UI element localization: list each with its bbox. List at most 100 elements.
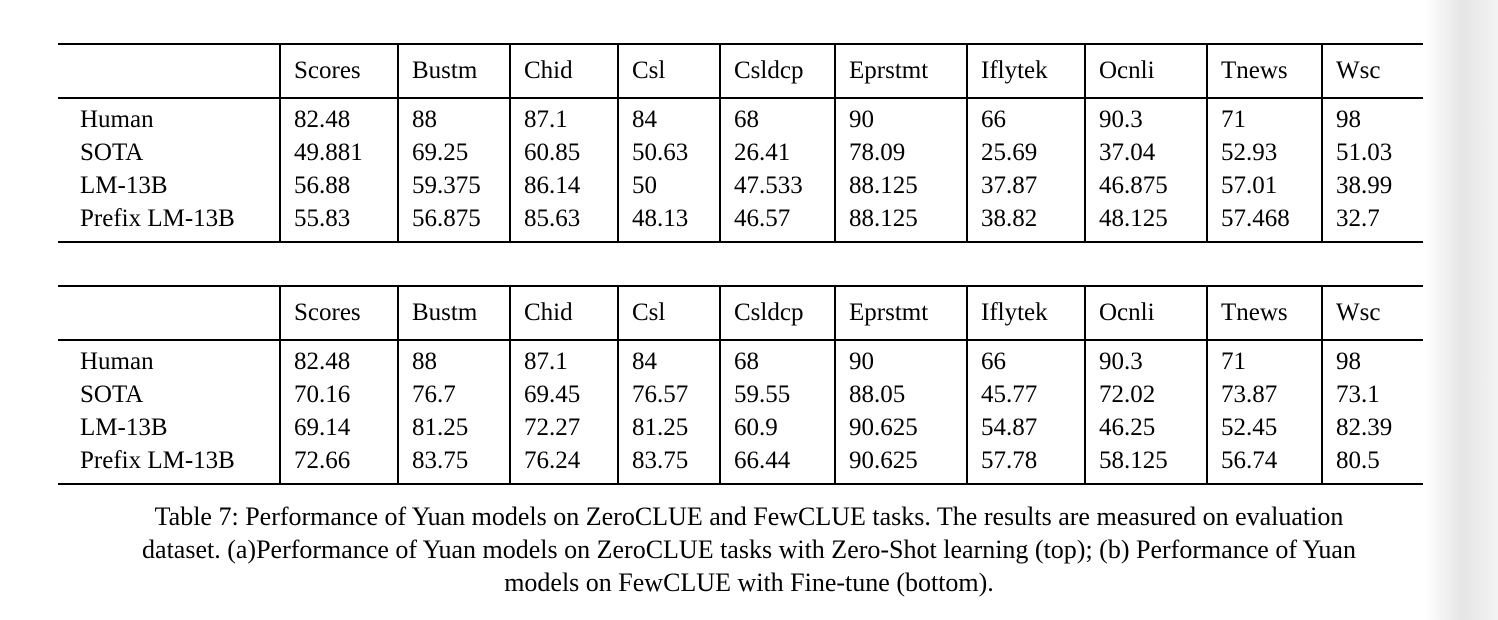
- column-header-tnews: Tnews: [1206, 286, 1322, 341]
- score-cell: 38.99: [1321, 169, 1423, 202]
- column-header-csl: Csl: [617, 286, 720, 341]
- score-cell: 88.125: [834, 202, 967, 242]
- score-cell: 76.7: [397, 378, 510, 411]
- table-caption: Table 7: Performance of Yuan models on Z…: [0, 500, 1498, 599]
- score-cell: 52.45: [1206, 411, 1322, 444]
- score-cell: 98: [1321, 340, 1423, 378]
- score-cell: 68: [719, 340, 835, 378]
- score-cell: 72.02: [1084, 378, 1207, 411]
- data-row-human: Human 82.48 88 87.1 84 68 90 66 90.3 71 98: [58, 98, 1423, 136]
- data-row-prefix-lm-13b: Prefix LM-13B 72.66 83.75 76.24 83.75 66.44 90…: [58, 444, 1423, 484]
- score-cell: 73.87: [1206, 378, 1322, 411]
- score-cell: 57.78: [966, 444, 1085, 484]
- column-header-scores: Scores: [279, 286, 398, 341]
- score-cell: 72.27: [509, 411, 618, 444]
- score-cell: 82.48: [279, 98, 398, 136]
- score-cell: 68: [719, 98, 835, 136]
- score-cell: 82.39: [1321, 411, 1423, 444]
- score-cell: 81.25: [617, 411, 720, 444]
- caption-line-3: models on FewCLUE with Fine-tune (bottom…: [504, 568, 994, 597]
- score-cell: 48.125: [1084, 202, 1207, 242]
- column-header-bustm: Bustm: [397, 286, 510, 341]
- column-header-ocnli: Ocnli: [1084, 286, 1207, 341]
- score-cell: 59.375: [397, 169, 510, 202]
- score-cell: 45.77: [966, 378, 1085, 411]
- score-cell: 82.48: [279, 340, 398, 378]
- score-cell: 69.45: [509, 378, 618, 411]
- data-row-sota: SOTA 49.881 69.25 60.85 50.63 26.41 78.09 25.69…: [58, 136, 1423, 169]
- score-cell: 90.625: [834, 411, 967, 444]
- score-cell: 57.01: [1206, 169, 1322, 202]
- score-cell: 38.82: [966, 202, 1085, 242]
- data-row-human: Human 82.48 88 87.1 84 68 90 66 90.3 71 98: [58, 340, 1423, 378]
- row-label-column-header: [58, 44, 280, 99]
- score-cell: 88: [397, 340, 510, 378]
- score-cell: 69.14: [279, 411, 398, 444]
- score-cell: 32.7: [1321, 202, 1423, 242]
- score-cell: 69.25: [397, 136, 510, 169]
- score-cell: 37.87: [966, 169, 1085, 202]
- score-cell: 87.1: [509, 340, 618, 378]
- score-cell: 90: [834, 340, 967, 378]
- score-cell: 50: [617, 169, 720, 202]
- column-header-wsc: Wsc: [1321, 44, 1423, 99]
- data-row-lm-13b: LM-13B 69.14 81.25 72.27 81.25 60.9 90.625 54.8…: [58, 411, 1423, 444]
- header-row: Scores Bustm Chid Csl Csldcp Eprstmt Iflytek Oc…: [58, 44, 1423, 99]
- score-cell: 90.3: [1084, 98, 1207, 136]
- score-cell: 85.63: [509, 202, 618, 242]
- fewclue-results-table: Scores Bustm Chid Csl Csldcp Eprstmt Iflytek Oc…: [58, 285, 1423, 485]
- score-cell: 46.25: [1084, 411, 1207, 444]
- score-cell: 56.74: [1206, 444, 1322, 484]
- row-label: SOTA: [80, 139, 144, 166]
- column-header-chid: Chid: [509, 286, 618, 341]
- score-cell: 25.69: [966, 136, 1085, 169]
- score-cell: 56.88: [279, 169, 398, 202]
- zeroclue-results-table: Scores Bustm Chid Csl Csldcp Eprstmt Iflytek Oc…: [58, 43, 1423, 243]
- column-header-eprstmt: Eprstmt: [834, 44, 967, 99]
- score-cell: 48.13: [617, 202, 720, 242]
- score-cell: 90.3: [1084, 340, 1207, 378]
- score-cell: 26.41: [719, 136, 835, 169]
- score-cell: 66: [966, 340, 1085, 378]
- row-label: LM-13B: [80, 172, 168, 199]
- score-cell: 56.875: [397, 202, 510, 242]
- score-cell: 73.1: [1321, 378, 1423, 411]
- score-cell: 83.75: [397, 444, 510, 484]
- score-cell: 87.1: [509, 98, 618, 136]
- score-cell: 90.625: [834, 444, 967, 484]
- score-cell: 86.14: [509, 169, 618, 202]
- column-header-chid: Chid: [509, 44, 618, 99]
- score-cell: 76.24: [509, 444, 618, 484]
- score-cell: 66: [966, 98, 1085, 136]
- column-header-wsc: Wsc: [1321, 286, 1423, 341]
- row-label: Prefix LM-13B: [80, 205, 235, 232]
- score-cell: 52.93: [1206, 136, 1322, 169]
- column-header-csl: Csl: [617, 44, 720, 99]
- score-cell: 60.85: [509, 136, 618, 169]
- score-cell: 88: [397, 98, 510, 136]
- score-cell: 46.875: [1084, 169, 1207, 202]
- column-header-iflytek: Iflytek: [966, 44, 1085, 99]
- score-cell: 78.09: [834, 136, 967, 169]
- score-cell: 80.5: [1321, 444, 1423, 484]
- score-cell: 70.16: [279, 378, 398, 411]
- score-cell: 90: [834, 98, 967, 136]
- caption-line-2: dataset. (a)Performance of Yuan models o…: [142, 535, 1356, 564]
- column-header-bustm: Bustm: [397, 44, 510, 99]
- score-cell: 71: [1206, 98, 1322, 136]
- score-cell: 84: [617, 98, 720, 136]
- score-cell: 54.87: [966, 411, 1085, 444]
- score-cell: 57.468: [1206, 202, 1322, 242]
- score-cell: 81.25: [397, 411, 510, 444]
- score-cell: 72.66: [279, 444, 398, 484]
- row-label: Human: [80, 348, 154, 375]
- score-cell: 50.63: [617, 136, 720, 169]
- score-cell: 98: [1321, 98, 1423, 136]
- score-cell: 59.55: [719, 378, 835, 411]
- row-label: LM-13B: [80, 414, 168, 441]
- score-cell: 51.03: [1321, 136, 1423, 169]
- score-cell: 76.57: [617, 378, 720, 411]
- data-row-prefix-lm-13b: Prefix LM-13B 55.83 56.875 85.63 48.13 46.57 8…: [58, 202, 1423, 242]
- column-header-csldcp: Csldcp: [719, 44, 835, 99]
